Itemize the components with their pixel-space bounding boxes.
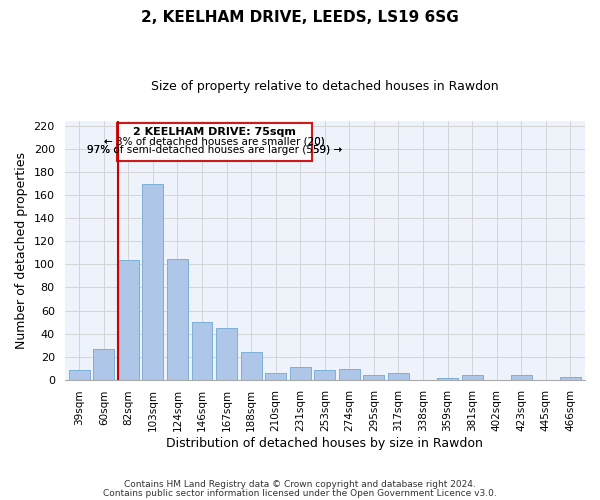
Y-axis label: Number of detached properties: Number of detached properties xyxy=(15,152,28,348)
Bar xyxy=(314,370,335,380)
Bar xyxy=(511,375,532,380)
Bar xyxy=(241,352,262,380)
Bar xyxy=(290,367,311,380)
Text: ← 3% of detached houses are smaller (20): ← 3% of detached houses are smaller (20) xyxy=(104,136,325,146)
Bar xyxy=(339,369,360,380)
Bar xyxy=(167,258,188,380)
Bar xyxy=(437,378,458,380)
Bar xyxy=(191,322,212,380)
Text: 2, KEELHAM DRIVE, LEEDS, LS19 6SG: 2, KEELHAM DRIVE, LEEDS, LS19 6SG xyxy=(141,10,459,25)
Text: Contains public sector information licensed under the Open Government Licence v3: Contains public sector information licen… xyxy=(103,488,497,498)
Bar xyxy=(388,372,409,380)
Text: 2 KEELHAM DRIVE: 75sqm: 2 KEELHAM DRIVE: 75sqm xyxy=(133,128,296,138)
Bar xyxy=(364,375,384,380)
Title: Size of property relative to detached houses in Rawdon: Size of property relative to detached ho… xyxy=(151,80,499,93)
FancyBboxPatch shape xyxy=(116,123,313,161)
Bar xyxy=(560,378,581,380)
Bar xyxy=(265,372,286,380)
Text: ← 3% of detached houses are smaller (20): ← 3% of detached houses are smaller (20) xyxy=(104,136,325,146)
Text: 97% of semi-detached houses are larger (559) →: 97% of semi-detached houses are larger (… xyxy=(87,146,342,156)
Bar xyxy=(142,184,163,380)
Bar xyxy=(118,260,139,380)
Bar xyxy=(69,370,89,380)
Text: 2 KEELHAM DRIVE: 75sqm: 2 KEELHAM DRIVE: 75sqm xyxy=(133,128,296,138)
Text: 97% of semi-detached houses are larger (559) →: 97% of semi-detached houses are larger (… xyxy=(87,146,342,156)
Bar xyxy=(94,348,114,380)
Bar xyxy=(216,328,237,380)
Text: Contains HM Land Registry data © Crown copyright and database right 2024.: Contains HM Land Registry data © Crown c… xyxy=(124,480,476,489)
X-axis label: Distribution of detached houses by size in Rawdon: Distribution of detached houses by size … xyxy=(166,437,483,450)
Bar xyxy=(461,375,482,380)
